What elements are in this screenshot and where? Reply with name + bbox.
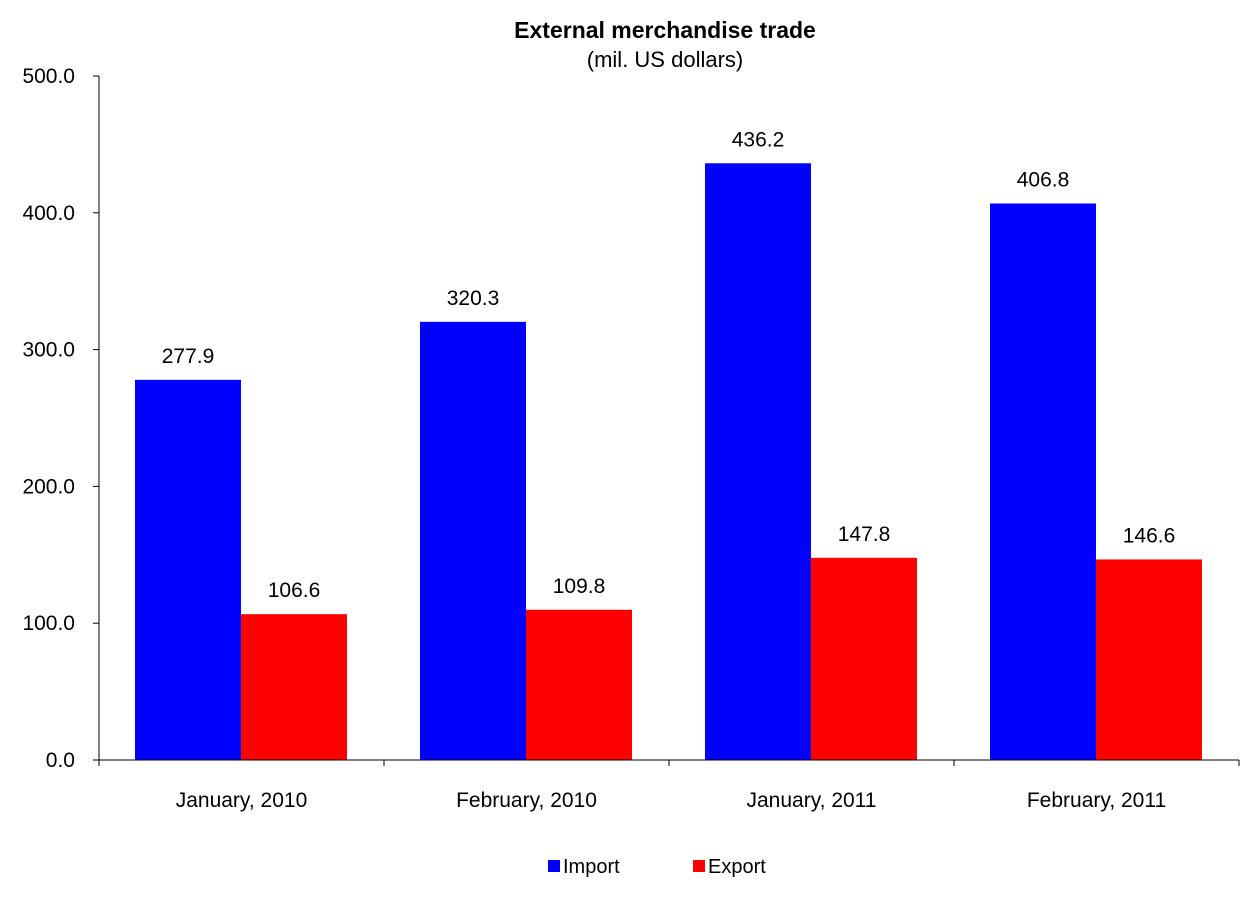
legend: Import Export	[548, 856, 766, 878]
chart-title: External merchandise trade	[514, 17, 816, 43]
y-tick-label: 300.0	[22, 339, 75, 362]
y-tick-label: 100.0	[22, 612, 75, 635]
data-label-export-2: 147.8	[838, 523, 891, 546]
y-tick-label: 200.0	[22, 475, 75, 498]
data-label-import-3: 406.8	[1017, 168, 1070, 191]
y-tick-label: 400.0	[22, 202, 75, 225]
bar-import-0	[135, 379, 241, 760]
data-label-export-0: 106.6	[268, 579, 321, 602]
x-tick-label: February, 2010	[456, 789, 597, 812]
bar-import-3	[990, 203, 1096, 760]
data-label-export-1: 109.8	[553, 575, 606, 598]
bar-import-1	[420, 321, 526, 760]
legend-label-export: Export	[708, 856, 766, 878]
plot-area: 277.9 320.3 436.2 406.8 106.6 109.8 147.8 146.6…	[22, 65, 1240, 812]
bar-export-1	[526, 609, 632, 760]
data-label-import-0: 277.9	[162, 345, 215, 368]
x-tick-label: February, 2011	[1027, 789, 1166, 812]
legend-label-import: Import	[563, 856, 620, 878]
x-tick-label: January, 2011	[747, 789, 877, 812]
x-tick-label: January, 2010	[176, 789, 308, 812]
data-label-export-3: 146.6	[1123, 524, 1176, 547]
legend-swatch-export	[693, 860, 705, 872]
bar-import-2	[705, 163, 811, 761]
bar-export-0	[241, 614, 347, 760]
bar-export-2	[811, 557, 917, 760]
bar-export-3	[1096, 559, 1202, 760]
y-tick-label: 500.0	[22, 65, 75, 88]
data-label-import-2: 436.2	[732, 128, 785, 151]
legend-swatch-import	[548, 860, 560, 872]
data-label-import-1: 320.3	[447, 287, 500, 310]
chart-subtitle: (mil. US dollars)	[587, 47, 743, 72]
y-tick-label: 0.0	[46, 749, 75, 772]
